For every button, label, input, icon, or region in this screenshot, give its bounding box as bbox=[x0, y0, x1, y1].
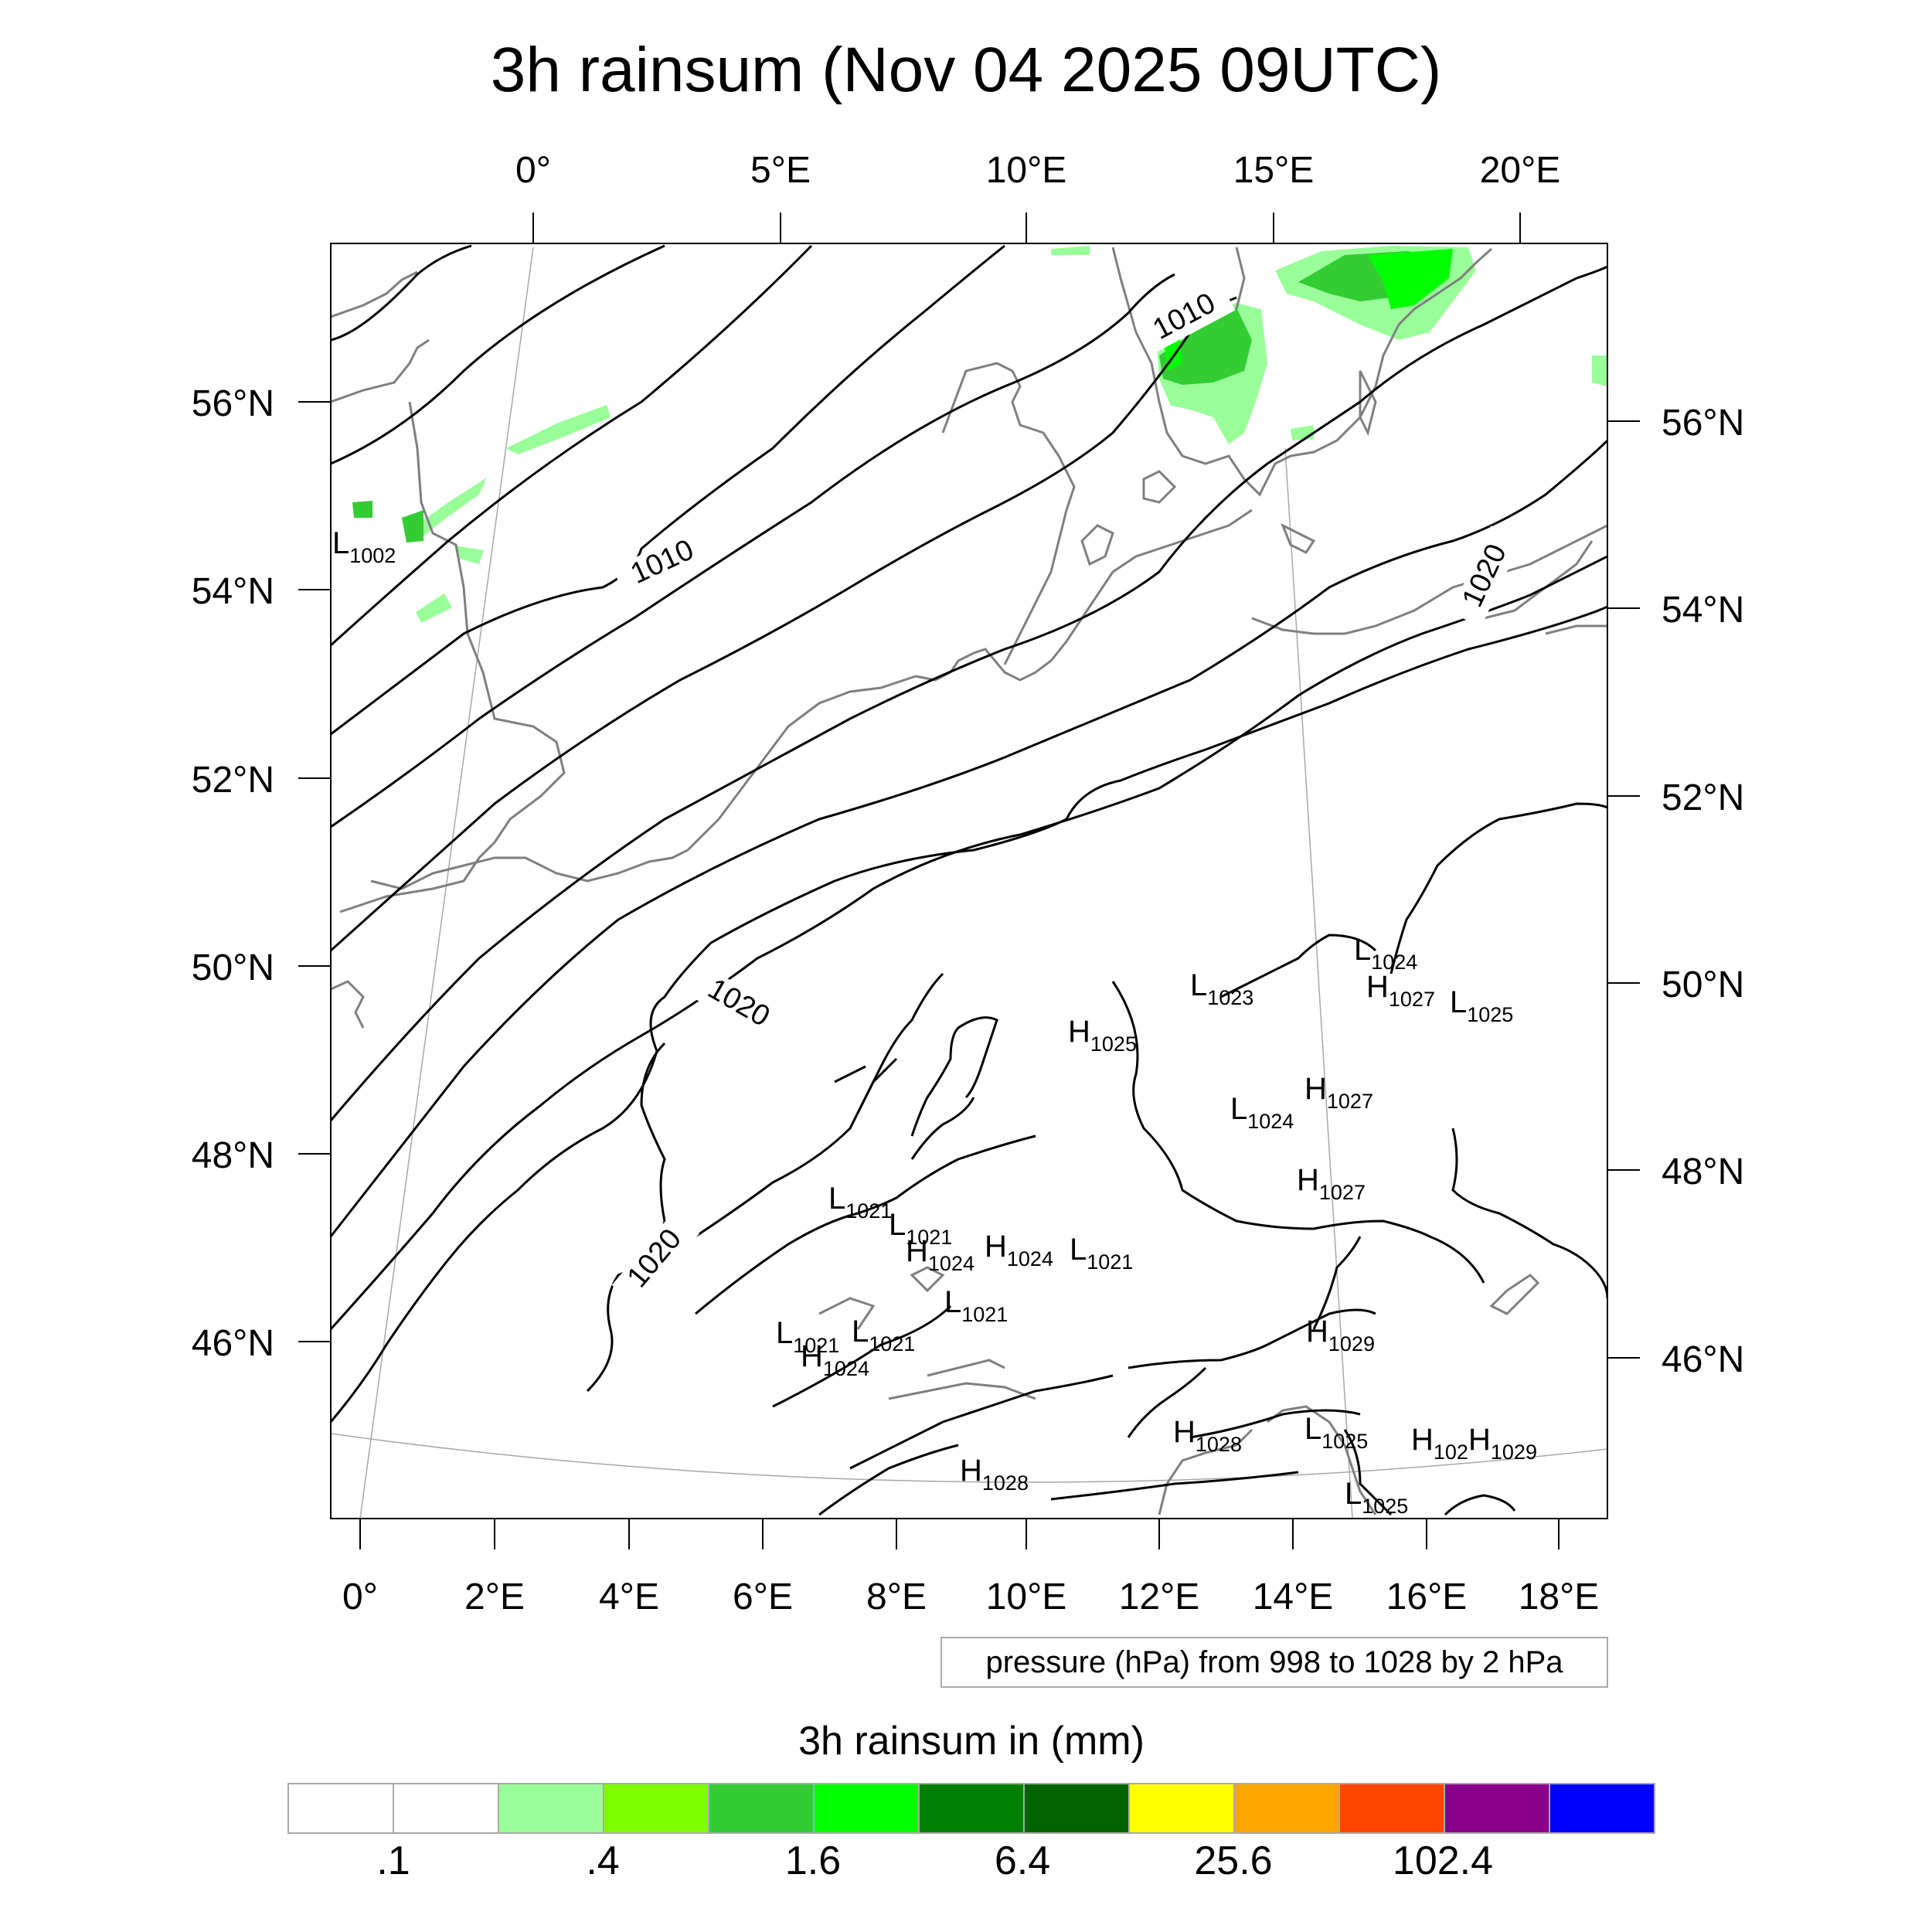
pressure-center: H1028 bbox=[1173, 1415, 1242, 1456]
colorbar-tick: .4 bbox=[586, 1838, 619, 1883]
pressure-center: H1024 bbox=[801, 1339, 869, 1380]
right-latitude-axis: 56°N 54°N 52°N 50°N 48°N 46°N bbox=[1607, 403, 1744, 1380]
rain-area-top-strip bbox=[1051, 246, 1090, 255]
bottom-lon-label: 6°E bbox=[733, 1577, 793, 1617]
colorbar-box bbox=[813, 1783, 920, 1834]
pressure-center: L1021 bbox=[1070, 1233, 1133, 1274]
colorbar-box bbox=[1128, 1783, 1235, 1834]
bottom-lon-label: 16°E bbox=[1386, 1577, 1468, 1617]
colorbar-box bbox=[1233, 1783, 1340, 1834]
pressure-center: L1025 bbox=[1304, 1412, 1368, 1453]
colorbar-tick: 102.4 bbox=[1393, 1838, 1493, 1883]
left-lat-label: 56°N bbox=[192, 383, 274, 424]
colorbar-box bbox=[603, 1783, 709, 1834]
pressure-center: H1028 bbox=[960, 1454, 1029, 1495]
colorbar-box bbox=[498, 1783, 604, 1834]
isobars bbox=[331, 244, 1607, 1516]
rain-area-north-sea-c bbox=[402, 510, 423, 543]
bottom-lon-label: 14°E bbox=[1253, 1577, 1334, 1617]
right-lat-label: 56°N bbox=[1662, 403, 1744, 444]
colorbar-box bbox=[708, 1783, 815, 1834]
left-lat-label: 50°N bbox=[192, 947, 274, 988]
pressure-center: H1024 bbox=[985, 1230, 1053, 1270]
pressure-center: L1021 bbox=[944, 1285, 1008, 1326]
colorbar-boxes bbox=[287, 1783, 1655, 1834]
top-lon-label: 20°E bbox=[1480, 150, 1561, 191]
rain-area-baltic-medium bbox=[1159, 308, 1252, 385]
top-lon-label: 15°E bbox=[1233, 150, 1315, 191]
colorbar-box bbox=[1444, 1783, 1550, 1834]
contour-labels: 1010 1010 1020 1020 1020 bbox=[611, 280, 1522, 1308]
right-lat-label: 52°N bbox=[1662, 777, 1744, 818]
colorbar-box bbox=[1338, 1783, 1445, 1834]
colorbar-tick: 6.4 bbox=[995, 1838, 1050, 1883]
rain-area-north-sea-b bbox=[405, 478, 487, 541]
pressure-center: H1027 bbox=[1297, 1163, 1366, 1204]
colorbar: .1 .4 1.6 6.4 25.6 102.4 bbox=[287, 1783, 1655, 1883]
bottom-lon-label: 8°E bbox=[866, 1577, 927, 1617]
map-title: 3h rainsum (Nov 04 2025 09UTC) bbox=[491, 35, 1442, 105]
bottom-lon-label: 10°E bbox=[986, 1577, 1067, 1617]
bottom-longitude-axis: 0° 2°E 4°E 6°E 8°E 10°E 12°E 14°E 16°E 1… bbox=[342, 1519, 1599, 1617]
pressure-center: L1025 bbox=[1345, 1477, 1408, 1518]
bottom-lon-label: 2°E bbox=[464, 1577, 525, 1617]
colorbar-tick: .1 bbox=[376, 1838, 410, 1883]
pressure-center: L1025 bbox=[1450, 985, 1513, 1026]
pressure-center: L1002 bbox=[332, 526, 396, 567]
colorbar-box bbox=[1023, 1783, 1130, 1834]
pressure-center: L1021 bbox=[889, 1208, 952, 1249]
top-lon-label: 0° bbox=[515, 150, 551, 191]
rain-area-north-sea-f bbox=[454, 546, 484, 564]
colorbar-title: 3h rainsum in (mm) bbox=[798, 1719, 1145, 1764]
left-lat-label: 52°N bbox=[192, 760, 274, 801]
colorbar-tick: 1.6 bbox=[785, 1838, 841, 1883]
pressure-center: L1023 bbox=[1190, 968, 1253, 1009]
top-lon-label: 5°E bbox=[750, 150, 811, 191]
rain-area-north-sea-d bbox=[352, 501, 372, 518]
pressure-centers: L1002 L1024 L1023 H1027 L1025 H1025 H102… bbox=[332, 526, 1537, 1518]
pressure-center: H102 bbox=[1411, 1423, 1468, 1464]
pressure-center: H1027 bbox=[1366, 970, 1435, 1011]
left-lat-label: 54°N bbox=[192, 571, 274, 612]
contour-info-text: pressure (hPa) from 998 to 1028 by 2 hPa bbox=[985, 1645, 1563, 1679]
pressure-center: H1025 bbox=[1068, 1015, 1137, 1056]
pressure-center: H1029 bbox=[1306, 1315, 1375, 1355]
top-longitude-axis: 0° 5°E 10°E 15°E 20°E bbox=[515, 150, 1560, 243]
left-lat-label: 46°N bbox=[192, 1323, 274, 1364]
pressure-center: L1021 bbox=[852, 1315, 915, 1355]
pressure-center: L1021 bbox=[828, 1182, 892, 1223]
left-lat-label: 48°N bbox=[192, 1135, 274, 1176]
colorbar-box bbox=[393, 1783, 499, 1834]
pressure-center: H1024 bbox=[906, 1234, 975, 1275]
pressure-center: L1021 bbox=[776, 1316, 839, 1357]
colorbar-box bbox=[918, 1783, 1025, 1834]
map-background bbox=[331, 243, 1607, 1519]
bottom-lon-label: 0° bbox=[342, 1577, 378, 1617]
map-panel: 1010 1010 1020 1020 1020 L1002 L1024 L10… bbox=[331, 243, 1607, 1519]
rain-area-north-sea-e bbox=[416, 594, 452, 623]
bottom-lon-label: 12°E bbox=[1119, 1577, 1200, 1617]
pressure-center: H1029 bbox=[1468, 1423, 1537, 1464]
pressure-center: H1027 bbox=[1304, 1072, 1373, 1113]
right-lat-label: 48°N bbox=[1662, 1151, 1744, 1192]
right-lat-label: 54°N bbox=[1662, 590, 1744, 631]
left-latitude-axis: 56°N 54°N 52°N 50°N 48°N 46°N bbox=[192, 383, 331, 1364]
colorbar-tick: 25.6 bbox=[1194, 1838, 1272, 1883]
colorbar-box bbox=[1549, 1783, 1655, 1834]
rain-area-east-edge bbox=[1592, 355, 1607, 386]
contour-info-box bbox=[940, 1637, 1608, 1688]
right-lat-label: 50°N bbox=[1662, 964, 1744, 1005]
pressure-center: L1024 bbox=[1354, 933, 1417, 974]
rain-area-sweden-bright bbox=[1368, 249, 1453, 309]
bottom-lon-label: 4°E bbox=[599, 1577, 659, 1617]
top-lon-label: 10°E bbox=[986, 150, 1067, 191]
graticule bbox=[331, 247, 1607, 1519]
bottom-lon-label: 18°E bbox=[1519, 1577, 1600, 1617]
map-frame bbox=[330, 243, 1608, 1519]
right-lat-label: 46°N bbox=[1662, 1339, 1744, 1380]
rain-area-north-sea-a bbox=[506, 405, 611, 454]
pressure-center: L1024 bbox=[1230, 1092, 1294, 1133]
colorbar-box bbox=[287, 1783, 394, 1834]
